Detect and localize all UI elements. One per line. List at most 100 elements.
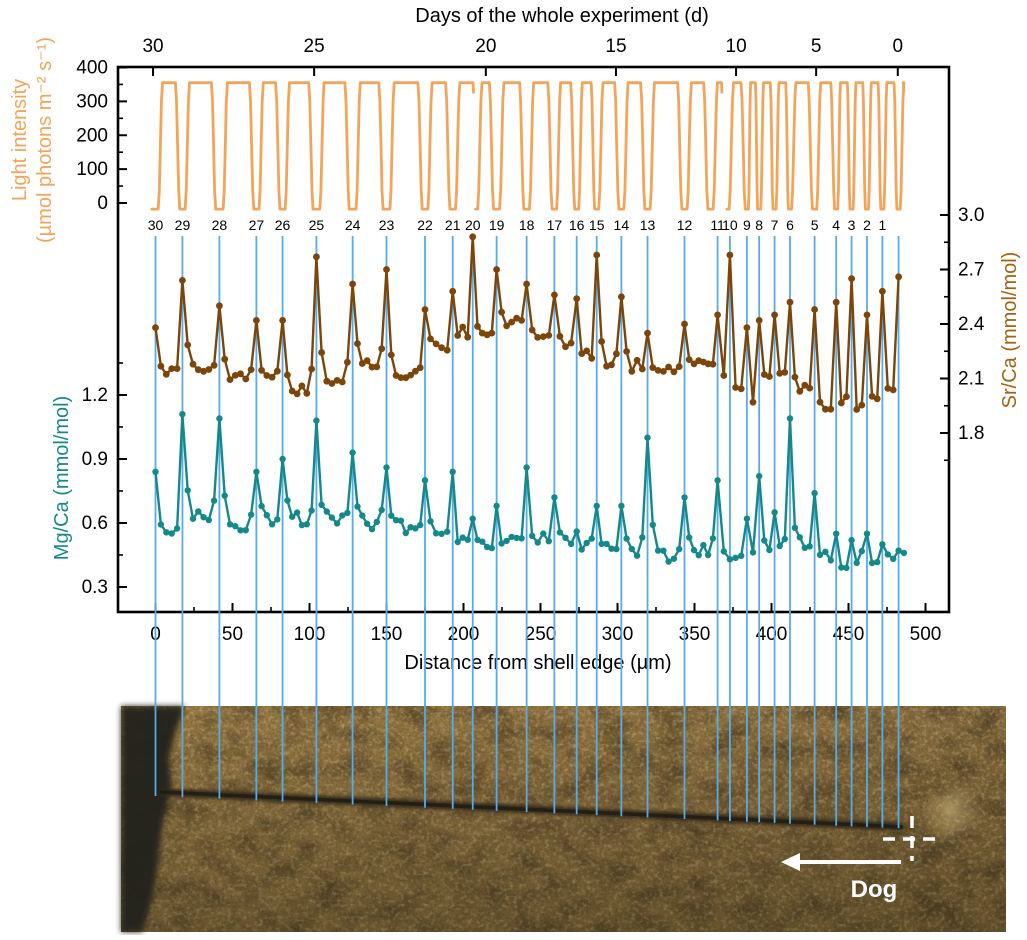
mg-ca-point bbox=[749, 549, 757, 556]
mg-ca-point bbox=[226, 521, 234, 528]
sr-ca-point bbox=[675, 363, 683, 370]
sr-ca-point bbox=[503, 322, 510, 330]
sr-ca-point bbox=[237, 370, 244, 378]
day-number-3: 3 bbox=[848, 217, 856, 233]
sr-ca-point bbox=[755, 317, 763, 324]
mg-ca-point bbox=[459, 534, 466, 541]
light-axis-tick-label: 400 bbox=[76, 58, 108, 79]
mg-ca-point bbox=[838, 564, 845, 571]
mg-ca-point bbox=[318, 501, 325, 508]
sr-ca-point bbox=[889, 386, 897, 394]
mg-ca-point bbox=[771, 509, 778, 516]
sr-ca-point bbox=[344, 358, 351, 366]
day-number-16: 16 bbox=[569, 217, 585, 233]
sr-ca-point bbox=[895, 273, 902, 281]
laser-ablation-track-core bbox=[159, 790, 904, 829]
mg-ca-point bbox=[690, 546, 698, 554]
sr-ca-point bbox=[263, 372, 271, 379]
sr-ca-point bbox=[654, 367, 662, 374]
sr-ca-point bbox=[349, 280, 356, 288]
sr-ca-point bbox=[884, 385, 892, 392]
mg-ca-point bbox=[822, 548, 829, 555]
mg-ca-point bbox=[373, 518, 380, 526]
mg-ca-point bbox=[308, 507, 315, 514]
sr-ca-point bbox=[556, 332, 564, 340]
mg-ca-point bbox=[761, 537, 768, 544]
sr-ca-point bbox=[378, 345, 386, 353]
sr-ca-point bbox=[681, 320, 688, 328]
top-axis-tick-label: 15 bbox=[605, 36, 626, 57]
mg-ca-point bbox=[676, 545, 683, 553]
sr-ca-point bbox=[416, 364, 424, 372]
day-number-13: 13 bbox=[640, 217, 656, 233]
sr-ca-point bbox=[837, 399, 845, 407]
mg-ca-point bbox=[407, 524, 414, 531]
sr-ca-point bbox=[720, 372, 728, 379]
sr-ca-point bbox=[796, 387, 804, 395]
sr-ca-point bbox=[363, 357, 371, 364]
sr-ca-point bbox=[338, 378, 346, 386]
plot-border bbox=[116, 65, 951, 614]
x-axis-tick-label: 100 bbox=[294, 624, 326, 645]
mg-ca-point bbox=[293, 509, 301, 516]
sr-ca-point bbox=[397, 374, 405, 381]
sr-ca-point bbox=[454, 332, 462, 339]
mg-ca-point bbox=[556, 529, 564, 536]
chart-area: 0501001502002503003504004505003025201510… bbox=[9, 5, 1021, 674]
day-number-23: 23 bbox=[379, 217, 395, 233]
x-axis-tick-label: 300 bbox=[602, 624, 634, 645]
x-axis-tick-label: 500 bbox=[910, 624, 942, 645]
mg-ca-point bbox=[644, 434, 651, 441]
mg-ca-point bbox=[858, 547, 865, 555]
mg-ca-point bbox=[551, 494, 558, 501]
sr-ca-point bbox=[665, 363, 672, 371]
mg-ca-point bbox=[670, 555, 678, 562]
mg-ca-point bbox=[488, 544, 495, 552]
mg-ca-point bbox=[368, 526, 376, 533]
mg-ca-point bbox=[173, 525, 181, 532]
sr-ca-point bbox=[638, 365, 646, 373]
sr-ca-point bbox=[726, 251, 734, 259]
mg-ca-point bbox=[412, 525, 419, 532]
mg-ca-point bbox=[545, 538, 552, 545]
sr-ca-point bbox=[179, 277, 186, 284]
day-number-28: 28 bbox=[212, 217, 228, 233]
top-axis-tick-label: 5 bbox=[811, 36, 822, 57]
mg-ca-point bbox=[179, 411, 186, 418]
mg-ca-point bbox=[333, 520, 341, 527]
mg-ca-point bbox=[573, 528, 580, 535]
mg-ca-point bbox=[464, 536, 471, 543]
mg-ca-point bbox=[879, 541, 886, 548]
mg-ca-point bbox=[508, 533, 515, 541]
sr-ca-point bbox=[811, 306, 818, 313]
mg-ca-point bbox=[205, 516, 212, 524]
sr-ca-point bbox=[573, 295, 581, 302]
mg-ca-point bbox=[189, 515, 197, 522]
light-axis-tick-label: 100 bbox=[76, 159, 108, 180]
sr-ca-point bbox=[210, 361, 218, 369]
sr-axis-tick-label: 2.1 bbox=[958, 369, 984, 390]
mg-ca-point bbox=[427, 518, 434, 525]
sr-ca-point bbox=[827, 405, 835, 413]
sr-ca-point bbox=[412, 367, 419, 375]
sr-ca-point bbox=[216, 302, 223, 310]
x-axis-tick-label: 400 bbox=[756, 624, 788, 645]
sr-axis-tick-label: 1.8 bbox=[958, 423, 984, 444]
sr-ca-point bbox=[593, 251, 601, 259]
mg-ca-point bbox=[383, 464, 390, 471]
mg-ca-point bbox=[339, 512, 346, 519]
sr-ca-point bbox=[588, 354, 596, 362]
sr-ca-point bbox=[660, 368, 667, 375]
sr-ca-point bbox=[303, 389, 311, 397]
day-number-17: 17 bbox=[547, 217, 563, 233]
sr-ca-point bbox=[853, 406, 861, 413]
mg-ca-point bbox=[806, 543, 813, 550]
mg-axis-tick-label: 1.2 bbox=[82, 385, 108, 406]
mg-ca-point bbox=[184, 487, 191, 494]
sr-ca-point bbox=[551, 291, 558, 299]
sr-ca-point bbox=[628, 367, 636, 375]
sr-ca-point bbox=[221, 355, 229, 363]
sr-axis-title: Sr/Ca (mmol/mol) bbox=[999, 252, 1021, 409]
x-axis-tick-label: 200 bbox=[448, 624, 480, 645]
